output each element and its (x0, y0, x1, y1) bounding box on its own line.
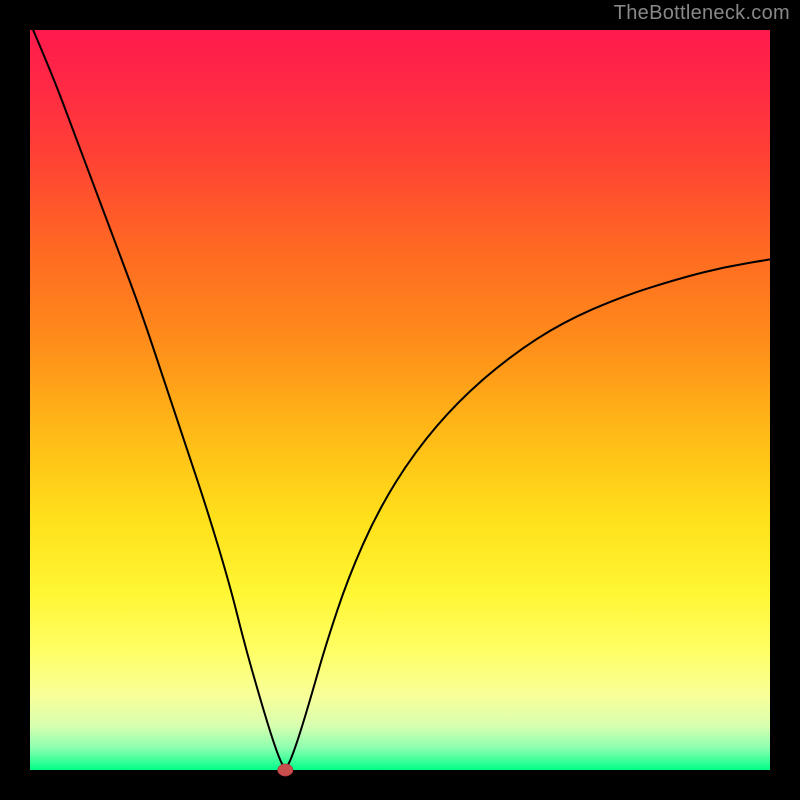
watermark-text: TheBottleneck.com (614, 2, 790, 25)
optimal-point-marker (278, 764, 293, 776)
bottleneck-chart (0, 0, 800, 800)
plot-background (30, 30, 770, 770)
chart-container: TheBottleneck.com (0, 0, 800, 800)
